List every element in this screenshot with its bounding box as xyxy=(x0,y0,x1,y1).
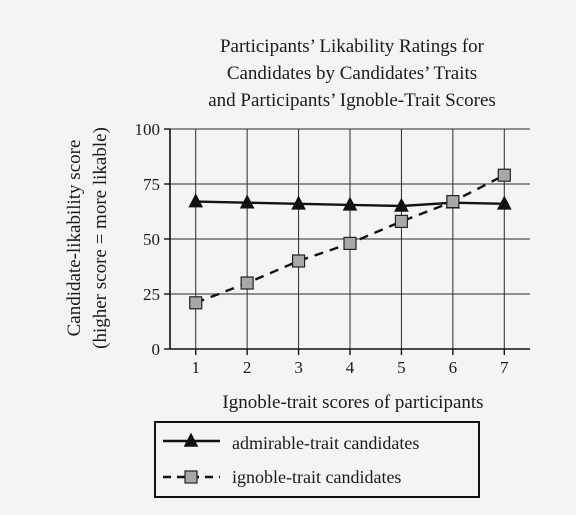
data-point-admirable xyxy=(496,195,512,210)
legend-label-ignoble: ignoble-trait candidates xyxy=(232,467,401,487)
axes xyxy=(164,128,530,355)
data-point-ignoble xyxy=(291,254,306,268)
x-axis-label: Ignoble-trait scores of participants xyxy=(222,392,483,413)
data-point-ignoble xyxy=(343,236,357,250)
data-point-ignoble xyxy=(240,276,254,290)
data-point-ignoble xyxy=(394,214,409,228)
chart-title: Participants’ Likability Ratings for Can… xyxy=(208,36,496,111)
data-point-admirable xyxy=(291,195,306,210)
data-point-ignoble xyxy=(497,168,511,182)
data-point-ignoble xyxy=(446,195,460,209)
series-admirable xyxy=(188,193,512,212)
y-axis-label-line-1: Candidate-likability score xyxy=(64,140,85,337)
legend-marker-triangle xyxy=(183,432,199,447)
legend: admirable-trait candidates ignoble-trait… xyxy=(154,421,480,498)
chart-title-line-2: Candidates by Candidates’ Traits xyxy=(227,63,477,84)
y-axis-label: Candidate-likability score (higher score… xyxy=(64,127,111,349)
x-tick-label: 1 xyxy=(191,358,200,377)
y-tick-label: 75 xyxy=(143,175,160,194)
y-tick-label: 100 xyxy=(135,120,161,139)
legend-items xyxy=(163,432,220,484)
series xyxy=(188,168,512,310)
x-tick-label: 4 xyxy=(346,358,355,377)
tick-labels: 0 25 50 75 100 1 2 3 4 5 6 7 xyxy=(135,120,510,377)
y-tick-label: 50 xyxy=(143,230,160,249)
legend-box xyxy=(154,421,480,498)
x-tick-label: 6 xyxy=(449,358,458,377)
x-tick-label: 3 xyxy=(294,358,303,377)
data-point-admirable xyxy=(342,196,358,211)
x-tick-label: 7 xyxy=(500,358,509,377)
data-point-admirable xyxy=(394,197,409,212)
legend-label-admirable: admirable-trait candidates xyxy=(232,433,419,453)
grid xyxy=(170,128,530,349)
chart-title-line-3: and Participants’ Ignoble-Trait Scores xyxy=(208,90,496,111)
y-tick-label: 0 xyxy=(152,340,161,359)
legend-marker-square xyxy=(184,470,198,484)
series-ignoble xyxy=(189,168,511,310)
x-tick-label: 5 xyxy=(397,358,406,377)
x-tick-label: 2 xyxy=(243,358,252,377)
data-point-admirable xyxy=(239,194,255,209)
y-tick-label: 25 xyxy=(143,285,160,304)
data-point-ignoble xyxy=(189,296,203,310)
chart-title-line-1: Participants’ Likability Ratings for xyxy=(220,36,485,57)
data-point-admirable xyxy=(188,193,204,208)
y-axis-label-line-2: (higher score = more likable) xyxy=(90,127,111,349)
